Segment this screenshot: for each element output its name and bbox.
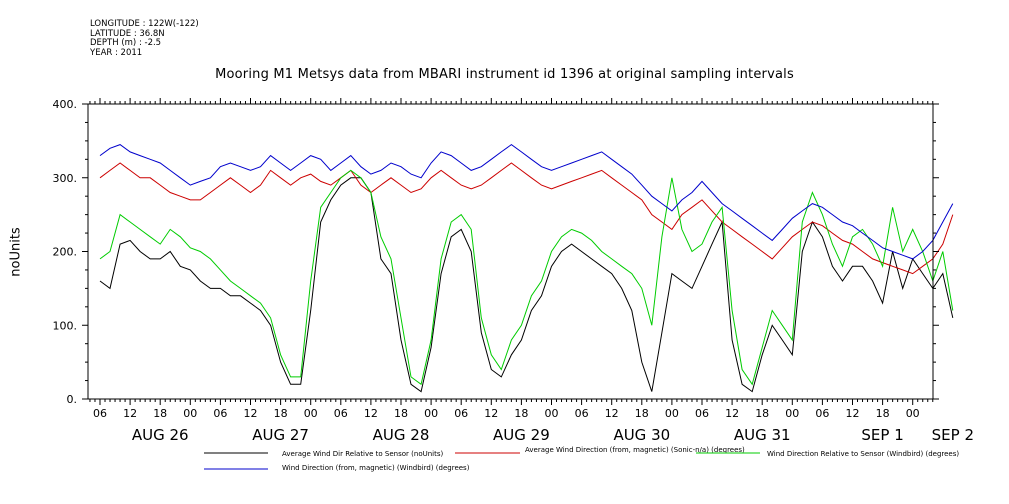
- x-tick-label: 18: [394, 407, 408, 420]
- series-line-0: [99, 177, 954, 393]
- x-day-label: SEP 1: [861, 426, 903, 444]
- x-tick-label: 00: [545, 407, 559, 420]
- legend-label-0: Average Wind Dir Relative to Sensor (noU…: [282, 450, 443, 458]
- x-tick-label: 18: [755, 407, 769, 420]
- x-tick-label: 06: [93, 407, 107, 420]
- x-tick-label: 12: [605, 407, 619, 420]
- y-tick-label: 300.: [53, 172, 78, 185]
- axes-layer: 0. 100. 200. 300. 400. 06 12 18 00 06 12 18 00 06 12 18…: [53, 98, 974, 444]
- series-line-1: [99, 162, 954, 275]
- series-layer: [99, 143, 954, 393]
- x-day-label: AUG 27: [252, 426, 309, 444]
- y-tick-label: 200.: [53, 246, 78, 259]
- x-tick-label: 12: [846, 407, 860, 420]
- x-tick-label: 12: [123, 407, 137, 420]
- legend-label-3: Wind Direction (from, magnetic) (Windbir…: [282, 464, 470, 472]
- x-day-label: SEP 2: [932, 426, 974, 444]
- x-tick-label: 18: [635, 407, 649, 420]
- x-tick-label: 12: [364, 407, 378, 420]
- x-day-label: AUG 28: [373, 426, 430, 444]
- x-tick-label: 12: [244, 407, 258, 420]
- x-day-label: AUG 30: [613, 426, 670, 444]
- x-day-label: AUG 29: [493, 426, 550, 444]
- x-tick-label: 00: [665, 407, 679, 420]
- x-tick-label: 18: [514, 407, 528, 420]
- plot-frame: [87, 103, 934, 400]
- x-tick-label: 00: [183, 407, 197, 420]
- x-day-label: AUG 31: [734, 426, 791, 444]
- x-tick-label: 00: [304, 407, 318, 420]
- series-line-2: [99, 169, 954, 386]
- metadata-block: LONGITUDE : 122W(-122) LATITUDE : 36.8N …: [90, 19, 199, 58]
- x-tick-label: 06: [575, 407, 589, 420]
- x-tick-label: 06: [815, 407, 829, 420]
- legend-label-2: Wind Direction Relative to Sensor (Windb…: [767, 450, 959, 458]
- x-tick-label: 06: [695, 407, 709, 420]
- series-line-3: [99, 143, 954, 260]
- depth-text: DEPTH (m) : -2.5: [90, 38, 162, 48]
- x-tick-label: 12: [484, 407, 498, 420]
- x-tick-label: 12: [725, 407, 739, 420]
- y-tick-label: 400.: [53, 98, 78, 111]
- x-tick-label: 00: [424, 407, 438, 420]
- longitude-text: LONGITUDE : 122W(-122): [90, 19, 199, 29]
- year-text: YEAR : 2011: [90, 47, 143, 58]
- x-tick-label: 00: [906, 407, 920, 420]
- y-tick-label: 0.: [67, 393, 78, 406]
- x-tick-label: 06: [454, 407, 468, 420]
- x-day-label: AUG 26: [132, 426, 189, 444]
- y-tick-label: 100.: [53, 319, 78, 332]
- latitude-text: LATITUDE : 36.8N: [90, 28, 165, 39]
- x-tick-label: 00: [785, 407, 799, 420]
- chart-title: Mooring M1 Metsys data from MBARI instru…: [215, 67, 794, 82]
- legend-label-1: Average Wind Direction (from, magnetic) …: [525, 446, 745, 454]
- x-tick-label: 06: [213, 407, 227, 420]
- x-tick-label: 18: [876, 407, 890, 420]
- x-tick-label: 06: [334, 407, 348, 420]
- x-tick-label: 18: [274, 407, 288, 420]
- legend-layer: Average Wind Dir Relative to Sensor (noU…: [204, 446, 959, 472]
- x-tick-label: 18: [153, 407, 167, 420]
